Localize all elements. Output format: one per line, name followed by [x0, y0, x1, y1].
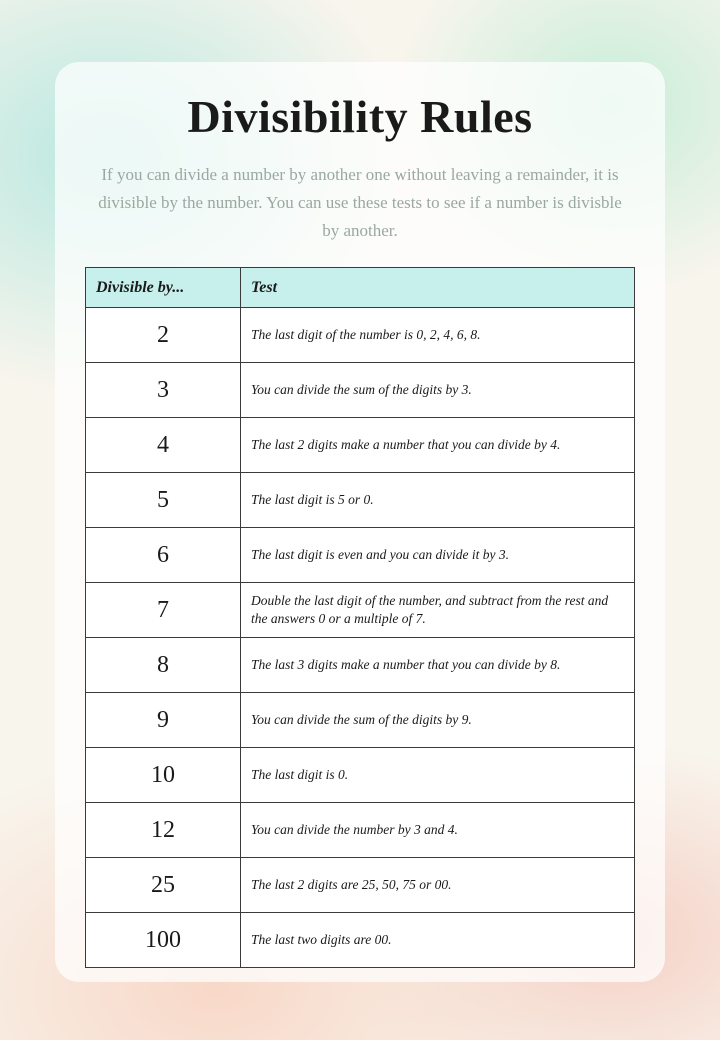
table-row: 25The last 2 digits are 25, 50, 75 or 00…: [86, 858, 635, 913]
col-header-test: Test: [241, 268, 635, 308]
test-cell: The last two digits are 00.: [241, 913, 635, 968]
divisor-cell: 3: [86, 363, 241, 418]
divisor-cell: 8: [86, 638, 241, 693]
table-row: 3You can divide the sum of the digits by…: [86, 363, 635, 418]
table-row: 7Double the last digit of the number, an…: [86, 583, 635, 638]
divisor-cell: 6: [86, 528, 241, 583]
col-header-divisible: Divisible by...: [86, 268, 241, 308]
test-cell: The last 2 digits are 25, 50, 75 or 00.: [241, 858, 635, 913]
table-row: 5The last digit is 5 or 0.: [86, 473, 635, 528]
table-row: 9You can divide the sum of the digits by…: [86, 693, 635, 748]
test-cell: The last digit is even and you can divid…: [241, 528, 635, 583]
table-row: 10The last digit is 0.: [86, 748, 635, 803]
table-row: 8The last 3 digits make a number that yo…: [86, 638, 635, 693]
divisor-cell: 2: [86, 308, 241, 363]
divisor-cell: 5: [86, 473, 241, 528]
test-cell: You can divide the number by 3 and 4.: [241, 803, 635, 858]
test-cell: You can divide the sum of the digits by …: [241, 693, 635, 748]
page-title: Divisibility Rules: [85, 90, 635, 143]
divisor-cell: 12: [86, 803, 241, 858]
test-cell: The last 3 digits make a number that you…: [241, 638, 635, 693]
divisor-cell: 100: [86, 913, 241, 968]
table-row: 12You can divide the number by 3 and 4.: [86, 803, 635, 858]
test-cell: You can divide the sum of the digits by …: [241, 363, 635, 418]
divisor-cell: 25: [86, 858, 241, 913]
test-cell: The last 2 digits make a number that you…: [241, 418, 635, 473]
intro-text: If you can divide a number by another on…: [85, 161, 635, 245]
divisor-cell: 9: [86, 693, 241, 748]
divisor-cell: 7: [86, 583, 241, 638]
table-row: 100The last two digits are 00.: [86, 913, 635, 968]
test-cell: The last digit is 0.: [241, 748, 635, 803]
table-row: 4The last 2 digits make a number that yo…: [86, 418, 635, 473]
test-cell: Double the last digit of the number, and…: [241, 583, 635, 638]
table-row: 6The last digit is even and you can divi…: [86, 528, 635, 583]
divisor-cell: 4: [86, 418, 241, 473]
test-cell: The last digit of the number is 0, 2, 4,…: [241, 308, 635, 363]
content-card: Divisibility Rules If you can divide a n…: [55, 62, 665, 982]
table-row: 2The last digit of the number is 0, 2, 4…: [86, 308, 635, 363]
rules-table: Divisible by... Test 2The last digit of …: [85, 267, 635, 968]
test-cell: The last digit is 5 or 0.: [241, 473, 635, 528]
divisor-cell: 10: [86, 748, 241, 803]
table-header-row: Divisible by... Test: [86, 268, 635, 308]
